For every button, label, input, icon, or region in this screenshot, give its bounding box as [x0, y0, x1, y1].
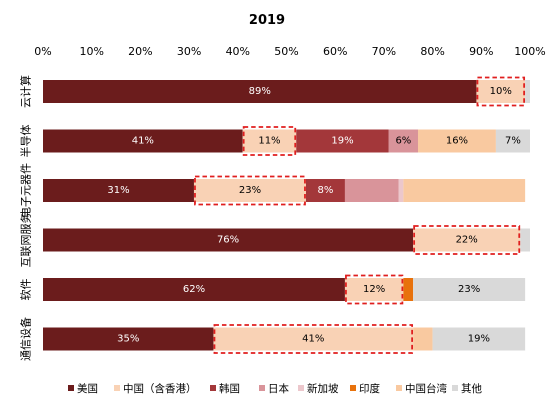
segment-labels: 89% 10% 41% 11% 19% 6% 16% 7% 31% 23% 8% 76% 22% 62% 1… — [107, 86, 521, 345]
data-label: 89% — [249, 86, 271, 97]
category-label: 半导体 — [19, 125, 33, 158]
highlight-box — [194, 175, 306, 206]
data-label: 22% — [456, 235, 478, 246]
data-label: 23% — [458, 284, 480, 295]
category-label: 互联网服务 — [20, 213, 33, 268]
chart-title: 2019 — [249, 13, 285, 28]
bar-segment — [476, 80, 526, 103]
legend-label: 中国（含香港） — [123, 382, 197, 395]
category-label: 通信设备 — [19, 317, 33, 361]
legend-label: 日本 — [268, 382, 289, 395]
data-label: 8% — [318, 185, 334, 196]
bar-segment — [43, 129, 243, 153]
x-tick-label: 30% — [177, 45, 201, 58]
highlight-box — [345, 274, 404, 305]
highlight-box — [476, 76, 526, 107]
x-tick-label: 80% — [420, 45, 444, 58]
x-tick-label: 60% — [323, 45, 347, 58]
x-tick-label: 40% — [226, 45, 250, 58]
legend-swatch — [350, 385, 356, 391]
data-label: 23% — [239, 185, 261, 196]
highlight-box — [242, 126, 297, 156]
data-label: 41% — [302, 334, 324, 345]
bar-segment — [398, 179, 404, 202]
legend: 美国 中国（含香港） 韩国 日本 新加坡 印度 中国台湾 其他 — [68, 382, 482, 395]
legend-label: 中国台湾 — [405, 382, 447, 395]
bar-segment — [495, 129, 530, 153]
legend-swatch — [452, 385, 458, 391]
x-tick-label: 20% — [128, 45, 152, 58]
category-label: 软件 — [19, 279, 33, 301]
data-label: 62% — [183, 284, 205, 295]
x-tick-label: 50% — [274, 45, 298, 58]
bar-segment — [525, 80, 530, 103]
x-tick-label: 0% — [34, 45, 51, 58]
bar-segment — [344, 278, 404, 301]
legend-swatch — [68, 385, 74, 391]
bar-segment — [213, 327, 414, 351]
data-label: 19% — [331, 136, 353, 147]
bar-segment — [417, 129, 496, 153]
data-label: 31% — [107, 185, 129, 196]
legend-label: 印度 — [359, 382, 380, 395]
bar-segment — [403, 278, 414, 301]
highlight-box — [213, 324, 414, 354]
legend-label: 韩国 — [219, 382, 240, 395]
data-label: 10% — [490, 86, 512, 97]
data-label: 76% — [217, 235, 239, 246]
legend-label: 新加坡 — [307, 382, 339, 395]
bar-segment — [305, 179, 345, 202]
bar-segment — [43, 327, 214, 351]
bar-segment — [242, 129, 297, 153]
bar-segment — [403, 179, 526, 202]
bars — [43, 80, 530, 351]
bar-segment — [413, 327, 433, 351]
bar-segment — [344, 179, 399, 202]
bar-segment — [432, 327, 526, 351]
category-label: 电子元器件 — [20, 163, 33, 218]
data-label: 7% — [505, 136, 521, 147]
bar-segment — [388, 129, 418, 153]
bar-segment — [296, 129, 389, 153]
data-label: 41% — [132, 136, 154, 147]
highlight-boxes — [194, 76, 526, 354]
legend-swatch — [114, 385, 120, 391]
highlight-box — [413, 225, 521, 255]
x-tick-label: 100% — [514, 45, 545, 58]
legend-label: 其他 — [461, 382, 482, 395]
x-axis-ticks: 0% 10% 20% 30% 40% 50% 60% 70% 80% 90% 100% — [34, 45, 545, 58]
legend-swatch — [396, 385, 402, 391]
x-tick-label: 10% — [79, 45, 103, 58]
data-label: 12% — [363, 284, 385, 295]
x-tick-label: 70% — [372, 45, 396, 58]
x-tick-label: 90% — [469, 45, 493, 58]
category-label: 云计算 — [19, 75, 33, 108]
bar-segment — [43, 179, 194, 202]
legend-swatch — [259, 385, 265, 391]
legend-swatch — [210, 385, 216, 391]
bar-segment — [413, 228, 521, 252]
legend-label: 美国 — [77, 382, 98, 395]
bar-segment — [413, 278, 526, 301]
data-label: 6% — [395, 136, 411, 147]
bar-segment — [193, 179, 306, 202]
data-label: 11% — [258, 136, 280, 147]
data-label: 16% — [446, 136, 468, 147]
bar-segment — [43, 80, 477, 103]
bar-segment — [520, 228, 530, 252]
data-label: 19% — [468, 334, 490, 345]
bar-segment — [43, 228, 414, 252]
data-label: 35% — [117, 334, 139, 345]
bar-segment — [43, 278, 345, 301]
legend-swatch — [298, 385, 304, 391]
